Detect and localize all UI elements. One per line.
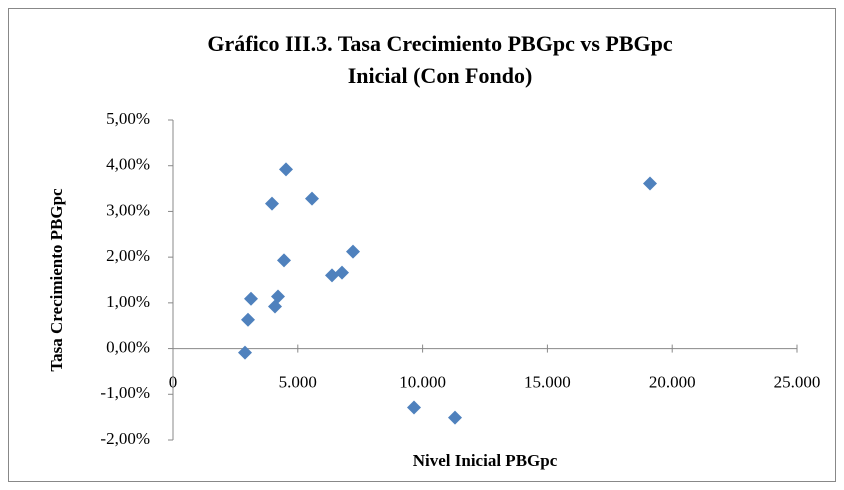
y-tick-label: 0,00%	[106, 337, 150, 356]
point	[276, 253, 291, 268]
y-tick-label: -2,00%	[100, 429, 150, 448]
y-tick-label: 5,00%	[106, 109, 150, 128]
y-tick-label: 1,00%	[106, 292, 150, 311]
point	[264, 196, 279, 211]
chart-subtitle: Inicial (Con Fondo)	[348, 63, 533, 88]
x-tick-label: 15.000	[524, 372, 571, 391]
point	[268, 299, 283, 314]
y-tick-label: 3,00%	[106, 200, 150, 219]
point	[447, 410, 462, 425]
point	[238, 345, 253, 360]
y-tick-label: 4,00%	[106, 155, 150, 174]
x-tick-label: 20.000	[649, 372, 696, 391]
point	[643, 176, 658, 191]
point	[406, 400, 421, 415]
y-tick-label: -1,00%	[100, 383, 150, 402]
point	[244, 291, 258, 306]
point	[241, 312, 256, 327]
y-tick-label: 2,00%	[106, 246, 150, 265]
point	[278, 162, 293, 177]
chart-title: Gráfico III.3. Tasa Crecimiento PBGpc vs…	[207, 31, 672, 56]
point	[324, 268, 339, 283]
point	[346, 244, 361, 259]
point	[271, 289, 286, 304]
chart-border	[8, 8, 836, 482]
point	[305, 191, 320, 206]
point	[335, 265, 350, 280]
x-axis-title: Nivel Inicial PBGpc	[413, 451, 558, 470]
y-axis-title: Tasa Crecimiento PBGpc	[47, 188, 66, 372]
x-tick-label: 5.000	[279, 372, 317, 391]
x-tick-label: 10.000	[399, 372, 446, 391]
x-tick-label: 0	[169, 372, 178, 391]
x-tick-label: 25.000	[774, 372, 821, 391]
